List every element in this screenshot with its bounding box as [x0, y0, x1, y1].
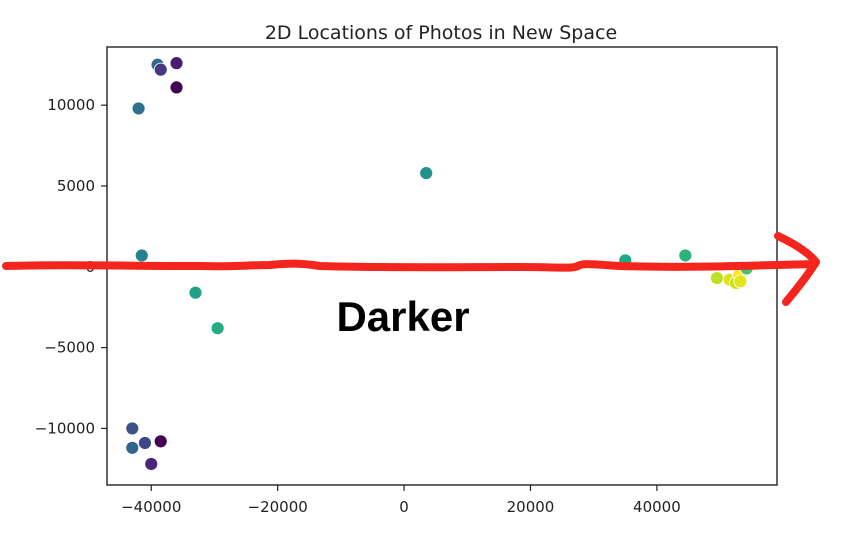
darker-annotation: Darker: [336, 293, 469, 340]
scatter-point: [138, 436, 152, 450]
scatter-point: [188, 285, 203, 300]
scatter-point: [125, 421, 140, 436]
scatter-point: [419, 166, 434, 180]
scatter-point: [134, 248, 149, 263]
scatter-point: [153, 434, 168, 449]
red-arrow-line: [2, 259, 819, 272]
chart-title: 2D Locations of Photos in New Space: [265, 22, 617, 44]
scatter-point: [710, 271, 724, 286]
scatter-point: [144, 457, 159, 471]
y-tick-label: −10000: [35, 419, 95, 437]
scatter-point: [153, 62, 168, 77]
x-tick-label: 20000: [507, 498, 555, 516]
scatter-point: [169, 56, 184, 71]
y-tick-label: −5000: [44, 339, 95, 357]
x-tick-label: −40000: [121, 498, 181, 516]
x-axis: −40000 −20000 0 20000 40000: [121, 485, 681, 516]
scatter-point: [210, 321, 225, 336]
x-tick-label: 40000: [633, 498, 681, 516]
red-arrow-head: [774, 232, 820, 306]
y-tick-label: 5000: [57, 177, 95, 195]
scatter-point: [125, 440, 140, 455]
scatter-point: [678, 248, 693, 263]
x-tick-label: 0: [399, 498, 409, 516]
scatter-point: [131, 101, 146, 116]
scatter-point: [169, 80, 184, 95]
x-tick-label: −20000: [248, 498, 308, 516]
scatter-point: [733, 274, 748, 289]
y-tick-label: 10000: [47, 96, 95, 114]
